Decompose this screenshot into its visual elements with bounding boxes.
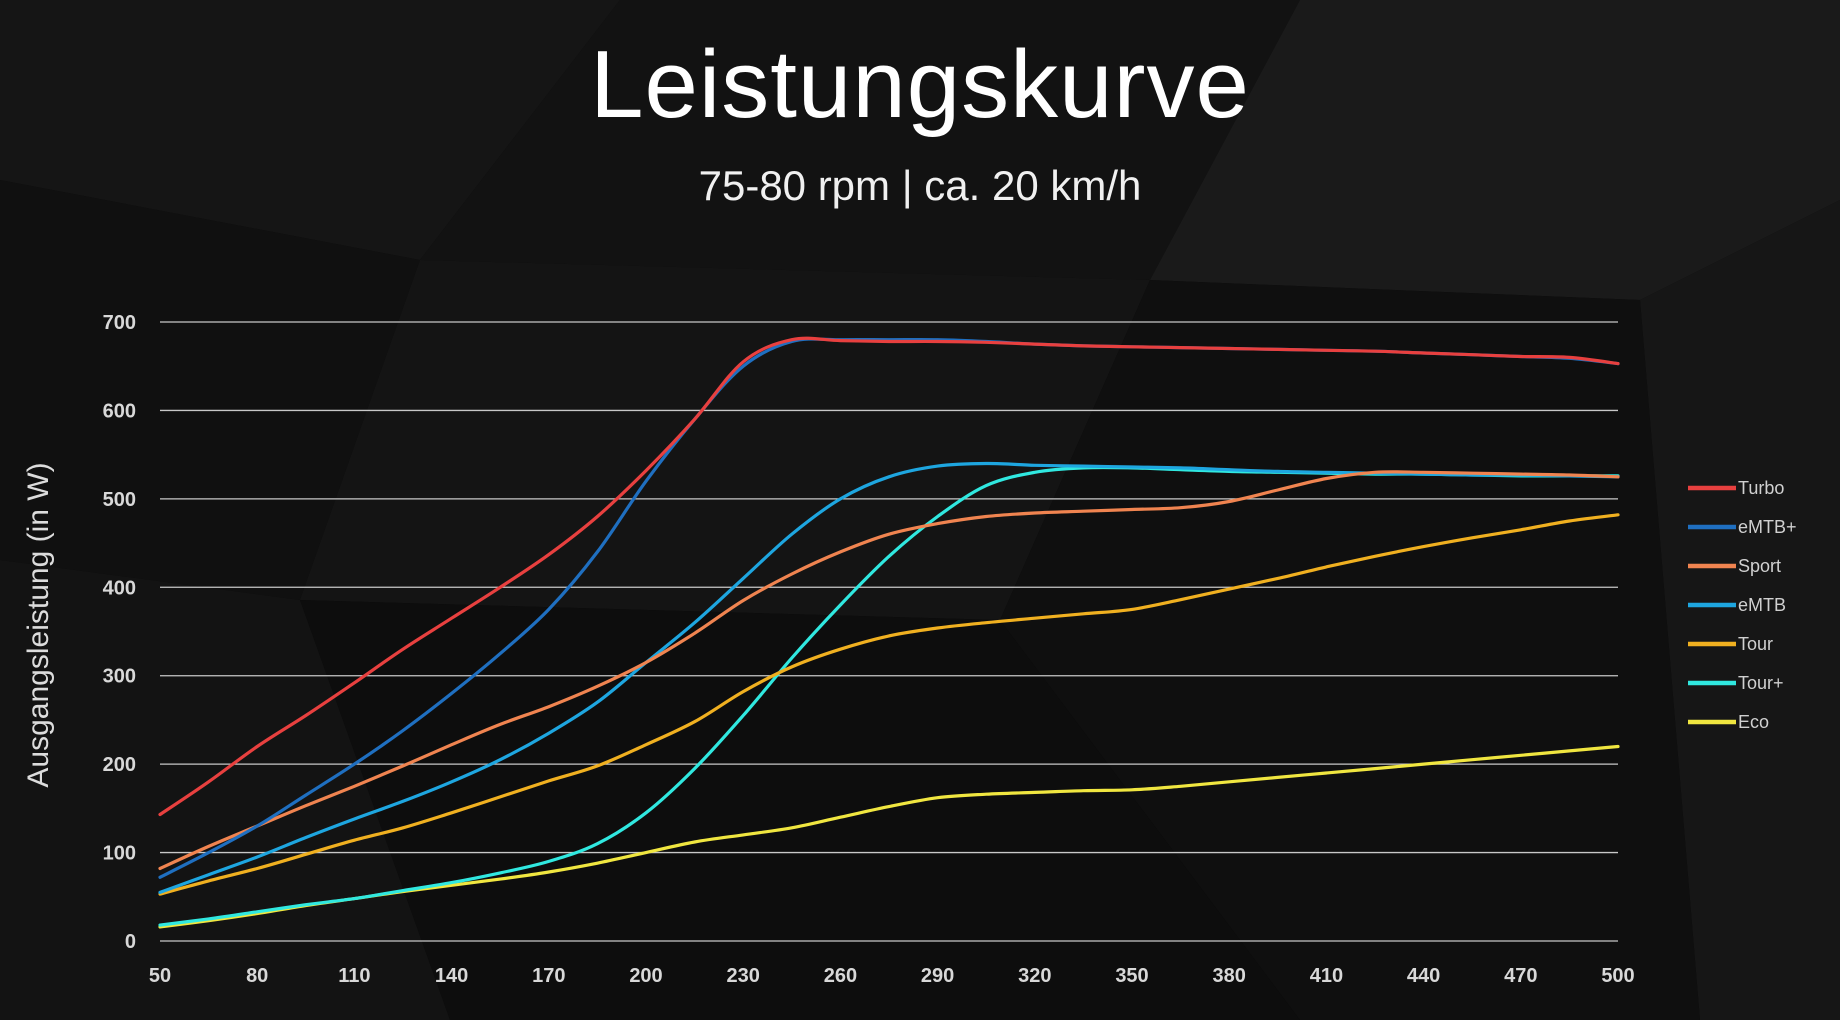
y-tick-label: 700 xyxy=(103,312,136,334)
series-line-tour-plus xyxy=(158,465,1620,927)
x-tick-label: 80 xyxy=(246,965,268,987)
x-tick-label: 290 xyxy=(921,965,954,987)
page-subtitle: 75-80 rpm | ca. 20 km/h xyxy=(698,162,1142,209)
x-tick-label: 350 xyxy=(1115,965,1148,987)
series-line-turbo xyxy=(158,336,1620,817)
x-tick-label: 110 xyxy=(338,965,370,987)
y-tick-label: 100 xyxy=(103,843,136,865)
y-tick-label: 0 xyxy=(125,931,136,953)
page-title: Leistungskurve xyxy=(590,31,1250,138)
x-tick-label: 50 xyxy=(149,965,171,987)
x-tick-label: 320 xyxy=(1018,965,1051,987)
x-tick-label: 140 xyxy=(435,965,468,987)
series-line-emtb xyxy=(158,461,1620,894)
legend-label-sport: Sport xyxy=(1738,556,1781,576)
x-tick-label: 200 xyxy=(629,965,662,987)
legend-label-emtb: eMTB xyxy=(1738,595,1786,615)
legend-label-eco: Eco xyxy=(1738,712,1769,732)
x-tick-label: 500 xyxy=(1601,965,1634,987)
series-line-eco xyxy=(158,744,1620,929)
grid-lines xyxy=(160,321,1618,942)
x-tick-label: 260 xyxy=(824,965,857,987)
x-tick-label: 170 xyxy=(532,965,565,987)
y-tick-label: 200 xyxy=(103,754,136,776)
y-tick-label: 500 xyxy=(103,489,136,511)
legend-label-tour: Tour xyxy=(1738,634,1773,654)
x-tick-label: 440 xyxy=(1407,965,1440,987)
legend-label-tour-plus: Tour+ xyxy=(1738,673,1784,693)
legend: Turbo eMTB+ Sport eMTB Tour Tour+ Eco xyxy=(1688,478,1797,732)
y-axis-label: Ausgangsleistung (in W) xyxy=(22,462,55,787)
x-tick-label: 230 xyxy=(727,965,760,987)
legend-label-turbo: Turbo xyxy=(1738,478,1784,498)
y-tick-label: 400 xyxy=(103,577,136,599)
y-axis-ticks: 0 100 200 300 400 500 600 700 xyxy=(103,312,136,953)
series-line-emtb-plus xyxy=(158,337,1620,879)
x-tick-label: 470 xyxy=(1504,965,1537,987)
y-tick-label: 600 xyxy=(103,400,136,422)
x-tick-label: 410 xyxy=(1310,965,1343,987)
y-tick-label: 300 xyxy=(103,666,136,688)
series-line-sport xyxy=(158,470,1620,871)
x-tick-label: 380 xyxy=(1213,965,1246,987)
legend-label-emtb-plus: eMTB+ xyxy=(1738,517,1797,537)
series-lines xyxy=(158,336,1620,929)
series-line-tour xyxy=(158,513,1620,896)
x-axis-ticks: 50 80 110 140 170 200 230 260 290 320 350 380 410 440… xyxy=(149,965,1635,987)
